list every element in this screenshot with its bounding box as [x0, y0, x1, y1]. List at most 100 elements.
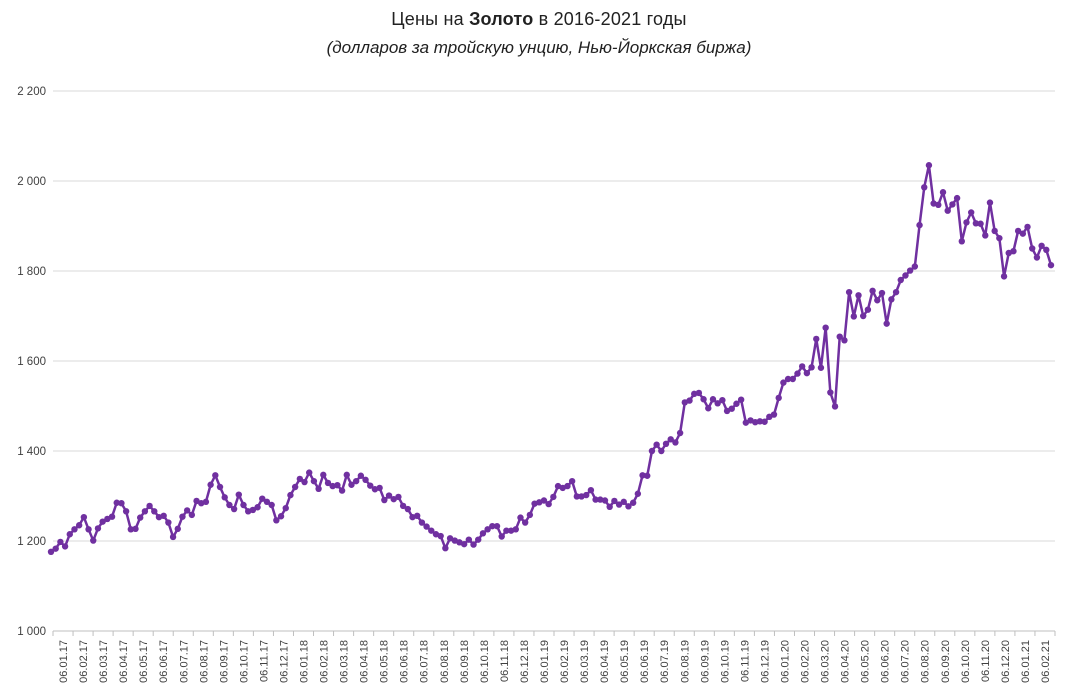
- data-point-marker: [423, 523, 430, 530]
- x-axis-tick-label: 06.04.19: [599, 640, 611, 683]
- data-point-marker: [75, 522, 83, 529]
- data-point-marker: [526, 511, 534, 519]
- data-point-marker: [831, 403, 839, 410]
- data-point-marker: [320, 471, 327, 479]
- data-point-marker: [517, 514, 524, 521]
- data-point-marker: [883, 320, 890, 327]
- data-point-marker: [794, 370, 801, 377]
- data-point-marker: [362, 476, 369, 483]
- data-point-marker: [817, 364, 825, 371]
- data-point-marker: [291, 483, 299, 491]
- data-point-marker: [1010, 248, 1017, 255]
- data-point-marker: [916, 221, 923, 229]
- x-axis-tick-label: 06.12.17: [278, 640, 290, 683]
- data-point-marker: [127, 526, 135, 533]
- data-point-marker: [958, 238, 965, 245]
- data-point-marker: [864, 306, 872, 313]
- x-axis-tick-label: 06.07.18: [419, 640, 431, 683]
- x-axis-tick-label: 06.03.17: [98, 640, 110, 683]
- data-point-marker: [343, 471, 350, 479]
- y-axis-tick-label: 2 200: [17, 86, 46, 98]
- data-point-marker: [221, 494, 228, 501]
- data-point-marker: [132, 525, 139, 533]
- data-point-marker: [268, 501, 275, 509]
- x-axis-tick-label: 06.02.17: [78, 640, 90, 683]
- x-axis-tick-label: 06.04.20: [840, 640, 852, 683]
- data-point-marker: [521, 519, 529, 526]
- y-axis-tick-label: 1 000: [17, 626, 46, 638]
- x-axis-tick-label: 06.06.20: [880, 640, 892, 683]
- data-point-marker: [418, 519, 426, 526]
- x-axis-tick-label: 06.01.18: [299, 640, 311, 683]
- data-point-marker: [550, 493, 557, 501]
- data-point-marker: [850, 313, 858, 320]
- data-point-marker: [263, 498, 271, 506]
- x-axis-tick-label: 06.12.19: [759, 640, 771, 683]
- data-point-marker: [972, 220, 980, 227]
- data-point-marker: [202, 498, 210, 506]
- data-point-marker: [470, 541, 477, 548]
- data-point-marker: [634, 490, 642, 497]
- data-point-marker: [855, 292, 862, 299]
- data-point-marker: [615, 501, 623, 508]
- data-point-marker: [592, 496, 599, 503]
- x-axis-tick-label: 06.01.17: [58, 640, 70, 683]
- data-point-marker: [1043, 246, 1050, 254]
- data-point-marker: [1029, 245, 1036, 252]
- data-point-marker: [90, 537, 97, 544]
- x-axis-tick-label: 06.06.19: [639, 640, 651, 683]
- data-point-marker: [568, 477, 576, 485]
- x-axis-tick-label: 06.05.20: [860, 640, 872, 683]
- data-point-marker: [226, 501, 233, 509]
- x-axis-tick-label: 06.08.17: [198, 640, 210, 683]
- data-point-marker: [357, 472, 365, 479]
- data-point-marker: [71, 526, 78, 533]
- data-point-marker: [897, 276, 904, 284]
- data-point-marker: [545, 500, 552, 508]
- data-point-marker: [315, 485, 322, 492]
- data-point-marker: [986, 199, 994, 206]
- data-point-marker: [141, 508, 149, 515]
- data-point-marker: [836, 333, 843, 340]
- data-point-marker: [648, 447, 656, 455]
- data-point-marker: [949, 201, 956, 208]
- data-point-marker: [113, 499, 120, 506]
- data-point-marker: [583, 491, 590, 499]
- data-point-marker: [160, 512, 167, 519]
- data-point-marker: [982, 232, 989, 239]
- data-point-marker: [620, 498, 627, 506]
- data-point-marker: [780, 379, 787, 386]
- data-point-marker: [1019, 230, 1027, 237]
- data-point-marker: [662, 440, 670, 447]
- x-axis-tick-label: 06.03.18: [339, 640, 351, 683]
- x-axis-tick-label: 06.03.19: [579, 640, 591, 683]
- data-point-marker: [601, 497, 609, 504]
- x-axis-tick-label: 06.08.20: [920, 640, 932, 683]
- data-point-marker: [381, 496, 388, 504]
- data-point-marker: [540, 497, 548, 504]
- x-axis-tick-label: 06.11.17: [258, 640, 270, 682]
- x-axis-tick-label: 06.11.18: [499, 640, 511, 682]
- data-point-marker: [475, 536, 482, 543]
- data-point-marker: [737, 396, 745, 403]
- data-point-marker: [967, 209, 975, 216]
- data-point-marker: [944, 207, 951, 214]
- data-point-marker: [47, 548, 55, 555]
- x-axis-tick-label: 06.11.20: [980, 640, 992, 682]
- x-axis-tick-label: 06.01.20: [779, 640, 791, 683]
- data-point-marker: [813, 335, 820, 343]
- data-point-marker: [808, 364, 815, 371]
- data-point-marker: [367, 482, 374, 489]
- data-point-marker: [484, 526, 491, 533]
- data-point-marker: [212, 472, 219, 479]
- data-point-marker: [413, 512, 421, 519]
- data-point-marker: [465, 536, 473, 543]
- data-point-marker: [146, 502, 153, 510]
- x-axis-tick-label: 06.06.17: [158, 640, 170, 683]
- data-point-marker: [963, 219, 970, 226]
- data-point-marker: [151, 508, 158, 515]
- data-point-marker: [273, 517, 280, 524]
- data-point-marker: [695, 389, 703, 397]
- data-point-marker: [906, 267, 914, 274]
